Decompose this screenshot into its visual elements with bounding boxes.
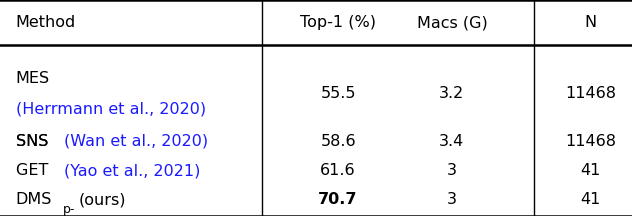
Text: MES: MES xyxy=(16,71,50,86)
Text: (Herrmann et al., 2020): (Herrmann et al., 2020) xyxy=(16,102,206,117)
Text: 3.2: 3.2 xyxy=(439,86,465,102)
Text: SNS: SNS xyxy=(16,134,53,149)
Text: GET: GET xyxy=(16,163,53,178)
Text: 70.7: 70.7 xyxy=(319,192,358,207)
Text: 55.5: 55.5 xyxy=(320,86,356,102)
Text: (ours): (ours) xyxy=(79,192,126,207)
Text: 3.4: 3.4 xyxy=(439,134,465,149)
Text: DMS: DMS xyxy=(16,192,52,207)
Text: 58.6: 58.6 xyxy=(320,134,356,149)
Text: (Wan et al., 2020): (Wan et al., 2020) xyxy=(64,134,209,149)
Text: 61.6: 61.6 xyxy=(320,163,356,178)
Text: Macs (G): Macs (G) xyxy=(416,15,487,30)
Text: 41: 41 xyxy=(581,192,601,207)
Text: Method: Method xyxy=(16,15,76,30)
Text: N: N xyxy=(585,15,597,30)
Text: Top-1 (%): Top-1 (%) xyxy=(300,15,376,30)
Text: 11468: 11468 xyxy=(566,134,616,149)
Text: p-: p- xyxy=(63,203,75,216)
Text: (Yao et al., 2021): (Yao et al., 2021) xyxy=(64,163,200,178)
Text: 3: 3 xyxy=(447,192,457,207)
Text: 41: 41 xyxy=(581,163,601,178)
Text: 3: 3 xyxy=(447,163,457,178)
Text: 11468: 11468 xyxy=(566,86,616,102)
Text: SNS: SNS xyxy=(16,134,53,149)
